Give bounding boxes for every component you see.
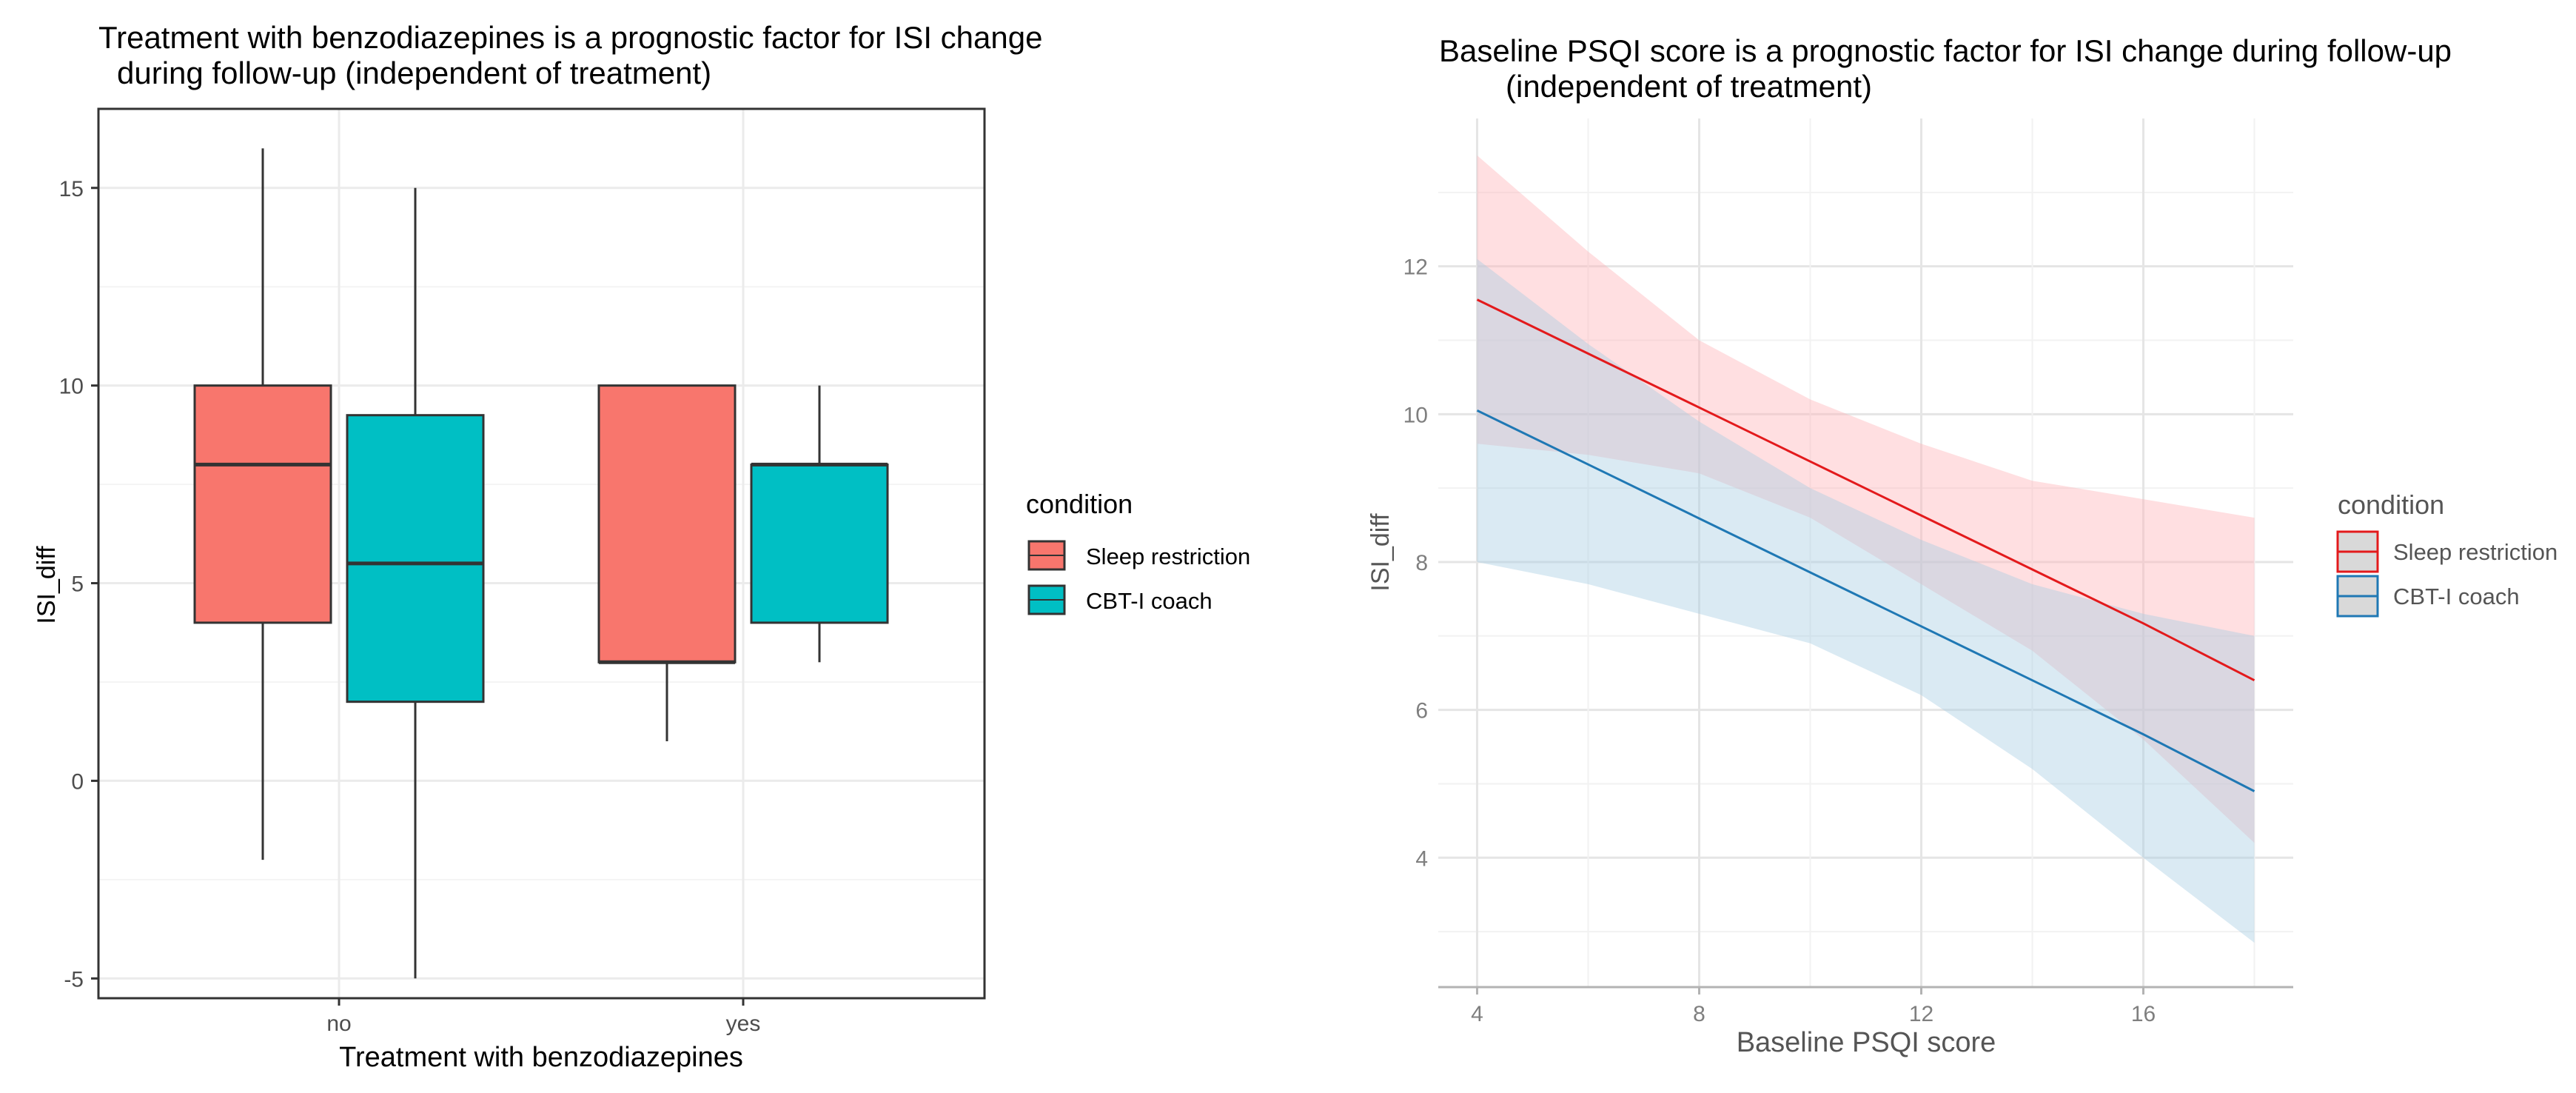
legend-label: Sleep restriction	[2393, 539, 2557, 565]
box-series	[193, 148, 889, 979]
chart-title-line-2: (independent of treatment)	[1506, 69, 1872, 104]
chart-title-line-2: during follow-up (independent of treatme…	[117, 56, 711, 90]
y-axis-label: ISI_diff	[1366, 513, 1395, 592]
legend-title: condition	[1026, 489, 1133, 519]
confidence-bands	[1477, 155, 2255, 943]
x-axis-label: Treatment with benzodiazepines	[339, 1042, 743, 1073]
legend: condition Sleep restriction CBT-I coach	[1026, 489, 1250, 615]
fit-line-sleep-restriction	[1476, 298, 2255, 682]
boxplot-cbt-i-coach-no	[346, 187, 485, 979]
x-tick-label: 16	[2131, 1002, 2156, 1026]
box-iqr	[597, 384, 737, 664]
panel-border	[97, 107, 986, 1000]
legend-title: condition	[2338, 489, 2444, 520]
boxplot-sleep-restriction-yes	[597, 384, 737, 742]
line-chart: Baseline PSQI score is a prognostic fact…	[1366, 33, 2557, 1058]
y-tick-label: 15	[59, 177, 84, 201]
chart-title-line-1: Baseline PSQI score is a prognostic fact…	[1439, 33, 2452, 68]
boxplot-cbt-i-coach-yes	[750, 385, 889, 663]
y-axis-ticks: -5 0 5 10 15	[59, 177, 98, 992]
x-tick-label: 12	[1909, 1002, 1933, 1026]
y-tick-label: 8	[1415, 551, 1428, 575]
legend-label: CBT-I coach	[1086, 588, 1212, 614]
x-tick-label: 8	[1693, 1002, 1705, 1026]
confidence-band-cbt-i-coach	[1477, 258, 2255, 943]
regression-lines	[1476, 298, 2255, 792]
x-tick-label: 4	[1471, 1002, 1483, 1026]
grid-lines	[1438, 118, 2293, 987]
box-iqr	[750, 463, 889, 624]
legend: condition Sleep restriction CBT-I coach	[2336, 489, 2557, 618]
y-tick-label: -5	[64, 967, 84, 992]
x-tick-label: yes	[726, 1012, 761, 1036]
confidence-band-sleep-restriction	[1477, 155, 2255, 843]
y-tick-label: 10	[59, 375, 84, 399]
boxplot-chart: Treatment with benzodiazepines is a prog…	[33, 20, 1250, 1073]
y-tick-label: 10	[1403, 403, 1428, 427]
box-iqr	[346, 414, 485, 703]
legend-label: Sleep restriction	[1086, 544, 1250, 569]
box-iqr	[193, 384, 332, 624]
y-tick-label: 4	[1415, 846, 1428, 871]
y-tick-label: 0	[71, 769, 84, 794]
fit-line-cbt-i-coach	[1476, 409, 2255, 792]
chart-title-line-1: Treatment with benzodiazepines is a prog…	[98, 20, 1042, 55]
y-axis-label: ISI_diff	[33, 546, 61, 624]
y-tick-label: 12	[1403, 255, 1428, 280]
legend-label: CBT-I coach	[2393, 584, 2520, 609]
x-tick-label: no	[326, 1012, 351, 1036]
x-axis-ticks: 4 8 12 16	[1471, 987, 2156, 1026]
y-tick-label: 5	[71, 572, 84, 597]
boxplot-sleep-restriction-no	[193, 148, 332, 860]
x-axis-label: Baseline PSQI score	[1737, 1027, 1996, 1058]
x-axis-ticks: no yes	[326, 998, 760, 1036]
y-tick-label: 6	[1415, 699, 1428, 723]
y-axis-ticks: 4 6 8 10 12	[1403, 255, 1428, 872]
